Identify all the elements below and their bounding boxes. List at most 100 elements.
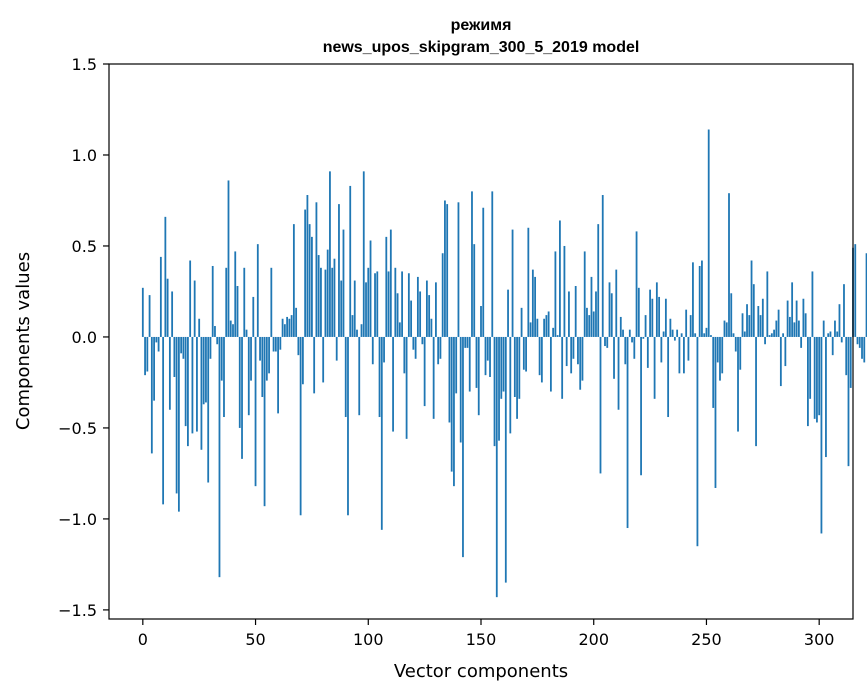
x-tick-label: 0 bbox=[138, 630, 148, 649]
bar bbox=[779, 336, 782, 387]
bar bbox=[187, 336, 189, 447]
bar bbox=[613, 336, 615, 379]
bar bbox=[788, 316, 791, 337]
bar bbox=[811, 271, 814, 337]
bar bbox=[333, 258, 336, 337]
y-tick-label: 1.0 bbox=[72, 146, 97, 165]
bar bbox=[725, 322, 728, 337]
bar bbox=[196, 336, 198, 432]
bar bbox=[563, 245, 566, 337]
bar bbox=[653, 336, 656, 399]
bar bbox=[615, 269, 618, 337]
bar bbox=[687, 336, 690, 361]
bar bbox=[455, 336, 458, 394]
bar bbox=[304, 209, 307, 337]
bar bbox=[493, 336, 496, 447]
bar bbox=[387, 271, 390, 337]
bar bbox=[489, 336, 491, 377]
bar bbox=[283, 324, 286, 337]
bar bbox=[486, 336, 489, 361]
bar bbox=[581, 336, 584, 381]
bar bbox=[315, 202, 318, 337]
bar bbox=[559, 220, 561, 337]
bar bbox=[322, 336, 325, 383]
y-tick-label: −0.5 bbox=[58, 419, 97, 438]
bar bbox=[649, 289, 651, 337]
x-tick-label: 250 bbox=[691, 630, 722, 649]
bar bbox=[511, 229, 514, 337]
bar bbox=[752, 284, 755, 337]
bar bbox=[243, 267, 246, 337]
bar bbox=[568, 291, 570, 337]
bar bbox=[592, 311, 595, 337]
bar bbox=[520, 307, 523, 337]
bar bbox=[840, 336, 843, 343]
bar bbox=[608, 282, 611, 337]
bar bbox=[556, 335, 559, 337]
bar bbox=[619, 316, 622, 337]
bar bbox=[712, 336, 715, 408]
bar bbox=[507, 289, 509, 337]
bar bbox=[414, 336, 417, 359]
bar bbox=[475, 336, 478, 388]
bar bbox=[439, 336, 442, 359]
bar bbox=[628, 329, 631, 337]
bar bbox=[407, 273, 410, 337]
bar bbox=[676, 329, 679, 337]
bar bbox=[380, 336, 383, 530]
bar bbox=[247, 336, 250, 416]
bar bbox=[396, 293, 399, 337]
bar bbox=[500, 336, 503, 399]
bar bbox=[261, 336, 264, 397]
bar bbox=[193, 280, 196, 337]
bar bbox=[383, 336, 385, 363]
bar bbox=[349, 185, 352, 337]
bar bbox=[678, 336, 681, 374]
bar bbox=[838, 304, 841, 337]
bar bbox=[324, 269, 327, 337]
bar bbox=[405, 336, 408, 439]
bar bbox=[416, 276, 419, 337]
plot-frame bbox=[108, 63, 854, 620]
bar bbox=[329, 171, 331, 337]
bar bbox=[457, 202, 460, 337]
bar bbox=[759, 315, 762, 337]
bar bbox=[317, 255, 320, 337]
bar bbox=[531, 269, 534, 337]
bar bbox=[259, 336, 261, 361]
bar bbox=[719, 336, 721, 381]
bar bbox=[477, 336, 480, 416]
bar bbox=[768, 335, 771, 337]
bar bbox=[495, 336, 498, 598]
bar bbox=[263, 336, 266, 507]
bar bbox=[371, 336, 374, 365]
chart-title-line1: режимя bbox=[451, 17, 512, 34]
bar bbox=[865, 253, 867, 337]
bar bbox=[791, 282, 794, 337]
bar bbox=[692, 262, 694, 337]
bar bbox=[207, 336, 210, 483]
bar bbox=[637, 287, 640, 337]
bar bbox=[146, 336, 149, 372]
bar bbox=[218, 336, 221, 578]
bar bbox=[245, 329, 248, 337]
bar bbox=[448, 336, 451, 423]
bar bbox=[153, 336, 155, 401]
bar bbox=[394, 267, 397, 337]
bar bbox=[498, 336, 500, 441]
bar bbox=[820, 336, 823, 534]
bar bbox=[191, 336, 194, 434]
bar bbox=[171, 291, 174, 337]
y-axis-title: Components values bbox=[13, 252, 34, 430]
bar bbox=[459, 336, 462, 443]
bar bbox=[773, 329, 775, 337]
bar bbox=[484, 336, 487, 376]
bar bbox=[728, 193, 730, 337]
bar bbox=[795, 300, 798, 337]
bar bbox=[793, 322, 796, 337]
bar bbox=[825, 336, 827, 458]
bar bbox=[290, 315, 293, 337]
bar bbox=[667, 336, 670, 418]
bar bbox=[464, 336, 467, 348]
bar bbox=[238, 336, 241, 428]
